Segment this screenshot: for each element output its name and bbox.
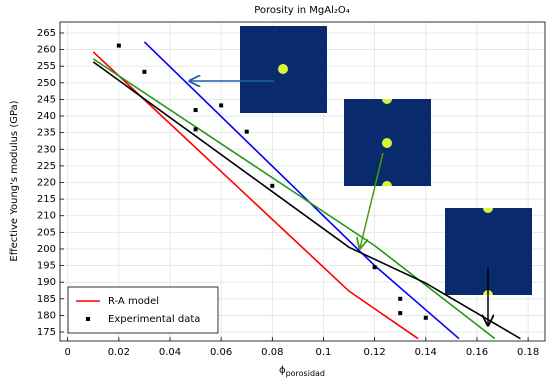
legend: R-A model Experimental data <box>67 286 219 334</box>
x-tick-label: 0.1 <box>316 347 332 358</box>
x-label-subscript: porosidad <box>286 369 325 378</box>
x-tick-label: 0.16 <box>466 347 488 358</box>
series-line <box>92 58 496 340</box>
x-axis-label: ϕporosidad <box>279 365 325 378</box>
data-point <box>193 108 198 113</box>
legend-label: R-A model <box>108 296 159 307</box>
pore <box>278 64 288 74</box>
y-tick-label: 230 <box>37 144 56 155</box>
y-tick-label: 240 <box>37 111 56 122</box>
series-line <box>92 51 419 340</box>
pore <box>382 99 392 104</box>
y-tick-label: 210 <box>37 211 56 222</box>
x-tick-label: 0.08 <box>261 347 283 358</box>
y-tick-label: 220 <box>37 177 56 188</box>
x-tick-label: 0.14 <box>415 347 437 358</box>
y-tick-label: 200 <box>37 244 56 255</box>
y-tick-label: 245 <box>37 94 56 105</box>
y-tick-label: 250 <box>37 78 56 89</box>
plot-frame <box>59 21 546 342</box>
pore <box>483 208 493 213</box>
legend-label: Experimental data <box>108 314 200 325</box>
insets <box>190 26 532 325</box>
y-tick-label: 235 <box>37 128 56 139</box>
grid <box>60 22 545 341</box>
y-tick-label: 215 <box>37 194 56 205</box>
data-point <box>193 127 198 132</box>
y-tick-label: 225 <box>37 161 56 172</box>
series-line <box>92 61 521 340</box>
data-point <box>423 315 428 320</box>
data-point <box>116 43 121 48</box>
data-point <box>244 129 249 134</box>
x-label-symbol: ϕ <box>279 365 286 376</box>
x-tick-label: 0 <box>64 347 70 358</box>
y-tick-label: 260 <box>37 45 56 56</box>
y-tick-label: 265 <box>37 28 56 39</box>
x-tick-label: 0.18 <box>517 347 539 358</box>
y-tick-label: 195 <box>37 261 56 272</box>
pore <box>382 181 392 186</box>
chart-title: Porosity in MgAl₂O₄ <box>254 5 350 16</box>
data-point <box>219 103 224 108</box>
y-tick-label: 205 <box>37 227 56 238</box>
x-tick-label: 0.04 <box>159 347 181 358</box>
y-tick-label: 185 <box>37 294 56 305</box>
y-tick-label: 255 <box>37 61 56 72</box>
y-axis-label: Effective Young's modulus (GPa) <box>9 100 20 261</box>
data-point <box>398 296 403 301</box>
x-tick-label: 0.12 <box>364 347 386 358</box>
x-tick-label: 0.02 <box>108 347 130 358</box>
arrow <box>360 152 384 248</box>
marks <box>92 41 521 340</box>
data-point <box>270 183 275 188</box>
legend-box <box>67 286 219 334</box>
pore <box>382 138 392 148</box>
y-tick-label: 175 <box>37 327 56 338</box>
y-tick-label: 180 <box>37 310 56 321</box>
data-point <box>372 265 377 270</box>
y-tick-label: 190 <box>37 277 56 288</box>
x-tick-label: 0.06 <box>210 347 232 358</box>
data-point <box>398 311 403 316</box>
data-point <box>142 69 147 74</box>
legend-marker <box>86 317 90 321</box>
